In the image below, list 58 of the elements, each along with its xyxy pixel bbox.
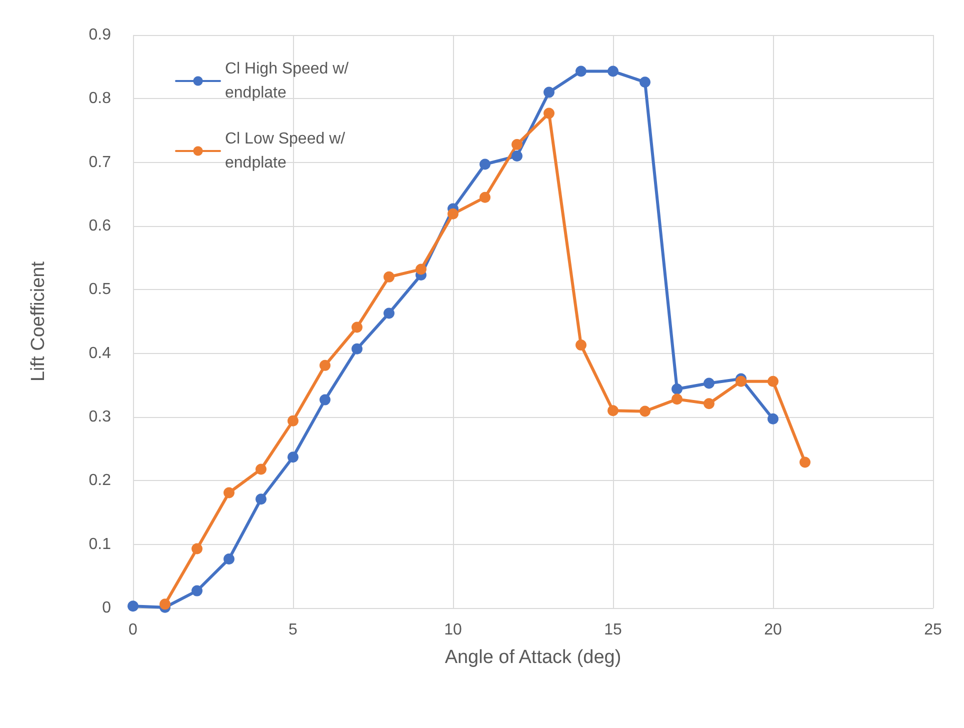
- y-tick-label: 0.1: [88, 536, 112, 553]
- point: [288, 452, 298, 463]
- point: [384, 271, 394, 282]
- y-tick-label: 0.7: [88, 154, 112, 171]
- point: [320, 394, 330, 406]
- x-axis-title: Angle of Attack (deg): [444, 647, 622, 668]
- point: [352, 322, 362, 333]
- x-tick-label: 0: [128, 622, 138, 638]
- point: [512, 150, 522, 162]
- point: [736, 376, 746, 387]
- point: [576, 340, 586, 351]
- point: [608, 66, 618, 77]
- y-axis-title: Lift Coefficient: [28, 260, 49, 382]
- y-tick-label: 0.9: [88, 26, 112, 44]
- point: [224, 553, 234, 564]
- point: [704, 378, 714, 389]
- point: [480, 192, 490, 203]
- y-tick-label: 0.4: [88, 344, 112, 362]
- point: [416, 264, 426, 275]
- y-tick-label: 0.5: [88, 281, 112, 298]
- x-tick-label: 15: [604, 622, 622, 638]
- legend-label: Cl High Speed w/ endplate: [225, 60, 354, 102]
- y-tick-label: 0.2: [88, 472, 112, 490]
- x-tick-label: 20: [764, 622, 782, 638]
- point: [192, 585, 202, 596]
- point: [800, 456, 810, 468]
- point: [256, 494, 266, 505]
- point: [224, 487, 234, 498]
- point: [256, 464, 266, 475]
- point: [640, 406, 650, 417]
- x-tick-label: 5: [288, 622, 298, 638]
- point: [288, 415, 298, 426]
- x-tick-label: 10: [444, 622, 462, 638]
- y-tick-label: 0.8: [88, 90, 112, 108]
- point: [192, 543, 202, 554]
- point: [320, 360, 330, 371]
- point: [352, 343, 362, 354]
- point: [704, 398, 714, 410]
- y-tick-label: 0.3: [88, 408, 112, 426]
- point: [544, 108, 554, 119]
- point: [128, 600, 138, 612]
- point: [768, 376, 778, 387]
- point: [576, 66, 586, 77]
- point: [672, 394, 682, 405]
- x-tick-label: 25: [924, 622, 942, 638]
- point: [768, 413, 778, 424]
- y-tick-label: 0.6: [88, 218, 112, 234]
- point: [544, 86, 554, 98]
- point: [640, 76, 650, 88]
- point: [448, 208, 458, 220]
- legend-label: Cl Low Speed w/ endplate: [225, 130, 350, 172]
- y-tick-label: 0: [102, 600, 112, 616]
- point: [672, 383, 682, 394]
- point: [512, 139, 522, 150]
- point: [608, 405, 618, 416]
- point: [480, 158, 490, 170]
- point: [384, 308, 394, 319]
- point: [160, 598, 170, 610]
